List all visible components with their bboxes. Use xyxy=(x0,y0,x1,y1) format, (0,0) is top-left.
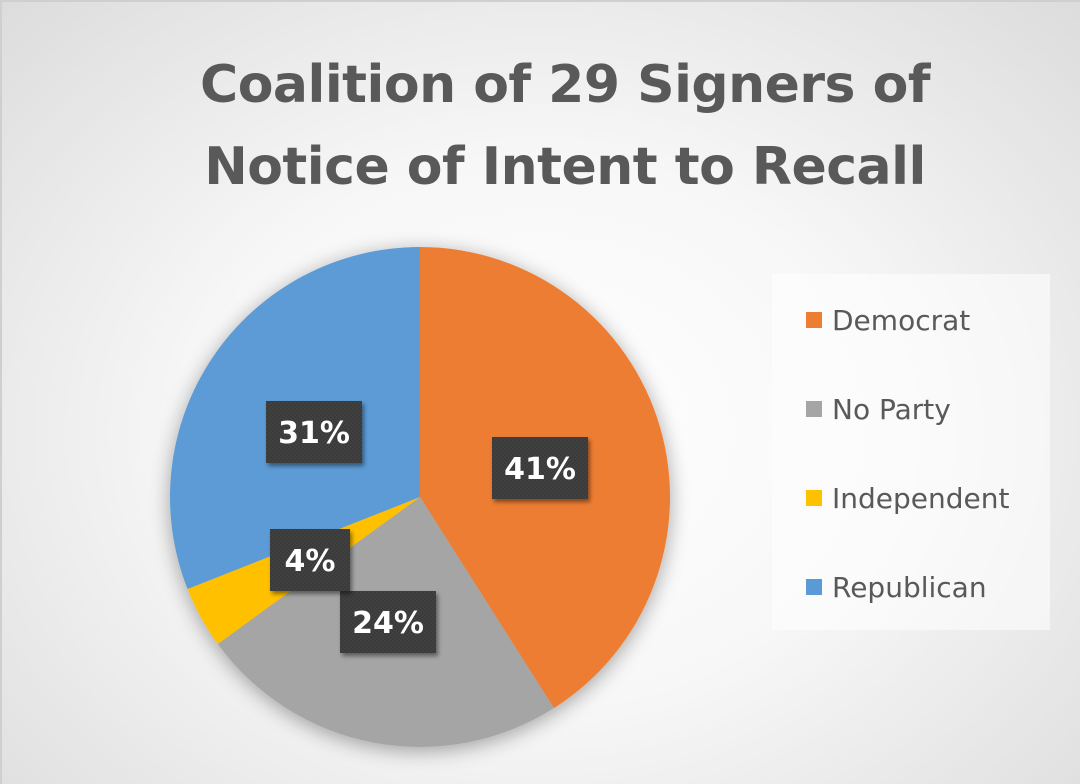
chart-title-line-1: Coalition of 29 Signers of xyxy=(200,55,930,115)
data-label-text: 4% xyxy=(285,544,336,579)
legend-label: Republican xyxy=(832,570,987,604)
legend-item-no-party: No Party xyxy=(806,389,951,429)
data-label-republican: 31% xyxy=(266,401,362,463)
data-label-text: 24% xyxy=(352,606,424,641)
legend-label: Independent xyxy=(832,481,1010,515)
data-label-box xyxy=(492,437,588,499)
data-label-text: 31% xyxy=(278,416,350,451)
data-label-democrat: 41% xyxy=(492,437,588,499)
data-label-no-party: 24% xyxy=(340,591,436,653)
legend-label: Democrat xyxy=(832,303,971,337)
data-label-text: 41% xyxy=(504,452,576,487)
pie-slices xyxy=(169,247,671,748)
data-label-box xyxy=(270,529,350,591)
chart-title-line-2: Notice of Intent to Recall xyxy=(204,137,926,197)
chart-legend: Democrat No Party Independent Republican xyxy=(772,274,1050,630)
pie-data-labels: 41% 24% 4% 31% xyxy=(266,401,588,653)
legend-item-independent: Independent xyxy=(806,478,1009,518)
legend-label: No Party xyxy=(832,392,951,426)
data-label-box xyxy=(266,401,362,463)
legend-swatch xyxy=(806,579,822,595)
legend-item-republican: Republican xyxy=(806,567,987,607)
chart-title: Coalition of 29 Signers of Notice of Int… xyxy=(0,44,1080,208)
data-label-box xyxy=(340,591,436,653)
legend-swatch xyxy=(806,312,822,328)
legend-swatch xyxy=(806,401,822,417)
legend-swatch xyxy=(806,490,822,506)
data-label-independent: 4% xyxy=(270,529,350,591)
legend-item-democrat: Democrat xyxy=(806,300,970,340)
